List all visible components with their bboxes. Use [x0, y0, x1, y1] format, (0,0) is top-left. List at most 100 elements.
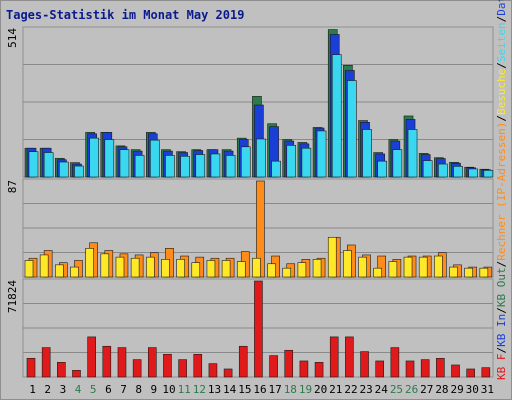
day-label-22: 22 — [344, 383, 357, 396]
bar-besuche-day-18 — [282, 267, 292, 278]
bar-kb-f-day-19 — [299, 360, 309, 378]
bar-besuche-day-10 — [161, 259, 170, 278]
bar-besuche-day-24 — [373, 267, 383, 278]
bar-seiten-day-4 — [74, 165, 84, 178]
bar-kb-f-day-7 — [117, 347, 127, 378]
legend-separator: / — [495, 16, 508, 23]
bar-seiten-day-20 — [316, 130, 327, 178]
bar-kb-f-day-9 — [147, 347, 157, 378]
bar-kb-f-day-30 — [466, 368, 475, 378]
bar-seiten-day-2 — [43, 152, 54, 178]
bar-kb-f-day-27 — [420, 359, 430, 378]
day-label-25: 25 — [390, 383, 403, 396]
day-label-7: 7 — [120, 383, 127, 396]
day-label-21: 21 — [329, 383, 342, 396]
bar-seiten-day-24 — [377, 160, 388, 178]
bar-besuche-day-3 — [55, 264, 64, 278]
bar-kb-f-day-28 — [436, 357, 445, 378]
bar-seiten-day-8 — [134, 155, 145, 178]
day-label-17: 17 — [269, 383, 282, 396]
bar-kb-f-day-20 — [314, 361, 324, 378]
bar-besuche-day-8 — [130, 257, 140, 278]
legend-item-6: Seiten — [495, 22, 508, 62]
bar-seiten-day-19 — [301, 147, 312, 178]
bar-besuche-day-25 — [388, 261, 398, 278]
legend-item-1: KB F — [495, 354, 508, 381]
bar-kb-f-day-12 — [193, 353, 203, 378]
bar-kb-f-day-10 — [163, 353, 172, 378]
bar-besuche-day-20 — [312, 259, 322, 278]
bar-kb-f-day-23 — [360, 351, 369, 378]
day-label-20: 20 — [314, 383, 327, 396]
legend-separator: / — [495, 261, 508, 268]
day-label-30: 30 — [466, 383, 479, 396]
day-label-15: 15 — [238, 383, 251, 396]
day-label-16: 16 — [253, 383, 266, 396]
bar-besuche-day-6 — [100, 253, 110, 278]
bar-besuche-day-17 — [267, 263, 276, 278]
bar-besuche-day-31 — [479, 267, 489, 278]
bar-seiten-day-5 — [89, 137, 99, 178]
bar-seiten-day-18 — [286, 145, 297, 178]
bar-kb-f-day-24 — [375, 360, 385, 378]
day-label-26: 26 — [405, 383, 418, 396]
bar-seiten-day-6 — [104, 139, 115, 178]
chart-panels: 514 87 71824 — [6, 26, 494, 378]
day-label-12: 12 — [193, 383, 206, 396]
day-label-4: 4 — [75, 383, 82, 396]
legend-separator: / — [495, 62, 508, 69]
day-label-23: 23 — [360, 383, 373, 396]
bar-seiten-day-7 — [119, 149, 130, 178]
bar-seiten-day-26 — [407, 129, 418, 178]
bar-besuche-day-22 — [343, 250, 352, 278]
day-label-13: 13 — [208, 383, 221, 396]
x-axis-labels: 1 2 3 4 5 6 7 8 9 10 11 12 13 14 15 16 17 18 19 20 21 22 23 24 2… — [29, 383, 494, 396]
day-label-1: 1 — [29, 383, 36, 396]
bar-besuche-day-5 — [85, 248, 94, 278]
bar-besuche-day-4 — [70, 266, 79, 278]
legend-item-3: KB Out — [495, 267, 508, 307]
bar-kb-f-day-21 — [329, 336, 339, 378]
day-label-31: 31 — [481, 383, 494, 396]
day-label-2: 2 — [44, 383, 51, 396]
bar-kb-f-day-18 — [284, 349, 294, 378]
bar-besuche-day-7 — [115, 256, 125, 278]
bar-seiten-day-3 — [59, 161, 69, 178]
bar-seiten-day-14 — [225, 155, 236, 178]
bar-kb-f-day-1 — [26, 357, 36, 378]
bar-seiten-day-25 — [392, 149, 403, 178]
bar-seiten-day-31 — [483, 170, 494, 178]
day-label-3: 3 — [60, 383, 67, 396]
legend-separator: / — [495, 347, 508, 354]
bar-kb-f-day-5 — [87, 336, 96, 378]
chart-title: Tages-Statistik im Monat May 2019 — [6, 8, 244, 22]
bar-besuche-day-28 — [434, 255, 443, 278]
legend: KB F/KB In/KB Out/Rechner (IP-Adressen)/… — [495, 0, 508, 380]
bar-kb-f-day-8 — [132, 359, 142, 378]
bar-besuche-day-19 — [297, 262, 307, 278]
bar-besuche-day-26 — [403, 256, 413, 278]
bar-seiten-day-16 — [256, 138, 266, 178]
day-label-27: 27 — [420, 383, 433, 396]
bar-seiten-day-28 — [438, 163, 448, 178]
bar-besuche-day-13 — [206, 260, 216, 278]
bar-besuche-day-21 — [327, 236, 337, 278]
bar-besuche-day-30 — [464, 267, 473, 278]
bar-besuche-day-2 — [39, 254, 49, 278]
bar-seiten-day-11 — [180, 155, 190, 178]
legend-item-5: Besuche — [495, 69, 508, 115]
legend-item-2: KB In — [495, 314, 508, 347]
bar-kb-f-day-29 — [451, 364, 460, 378]
bar-seiten-day-13 — [210, 153, 221, 178]
bar-besuche-day-16 — [252, 257, 261, 278]
bar-seiten-day-17 — [271, 160, 281, 178]
day-label-24: 24 — [375, 383, 389, 396]
bar-seiten-day-1 — [28, 151, 39, 178]
bar-besuche-day-29 — [449, 266, 458, 278]
bar-seiten-day-12 — [195, 154, 206, 178]
day-label-6: 6 — [105, 383, 112, 396]
bar-seiten-day-9 — [149, 139, 160, 178]
day-label-8: 8 — [135, 383, 142, 396]
bar-seiten-day-23 — [362, 129, 372, 178]
